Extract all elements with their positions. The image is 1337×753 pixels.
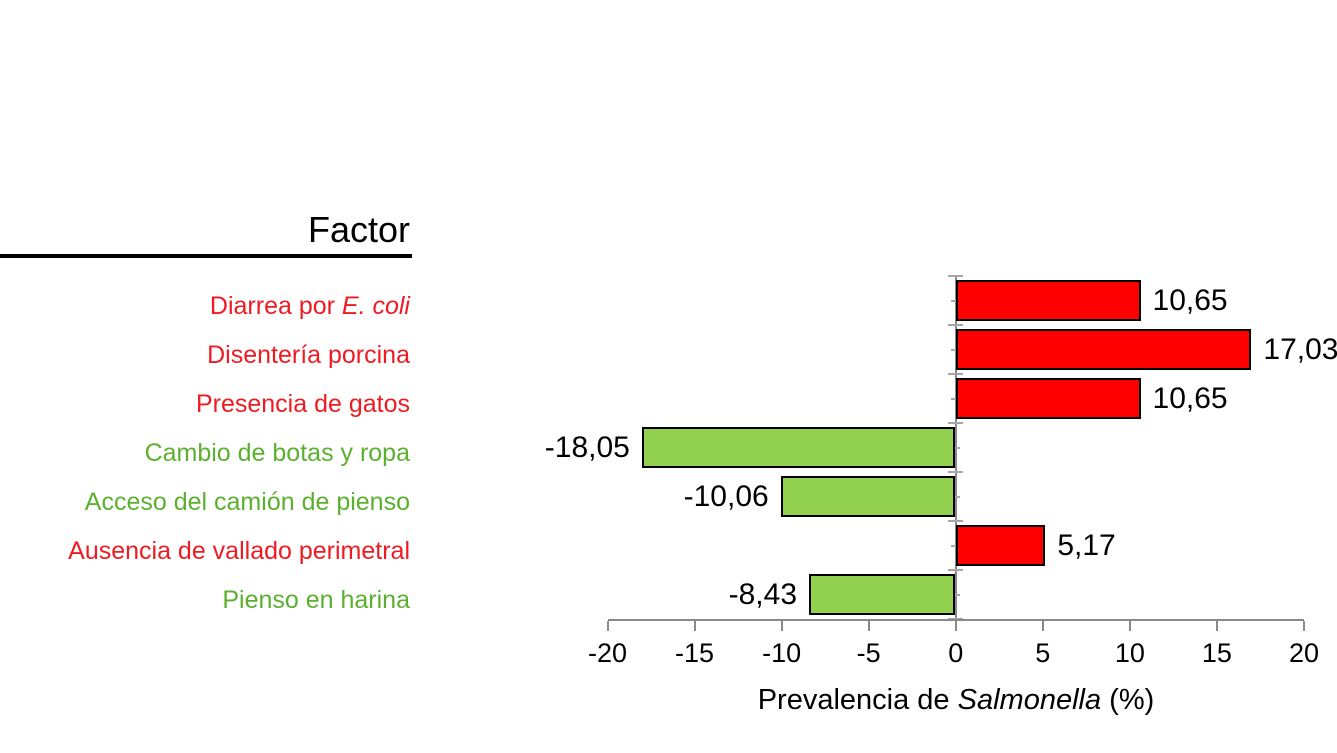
category-label-1: Diarrea por E. coli [209,292,410,320]
x-axis-tick-label: 20 [1288,638,1320,668]
x-axis-title-post: (%) [1101,684,1155,716]
y-axis-tick [947,275,963,277]
bar-2 [955,329,1252,371]
x-axis-title: Prevalencia de Salmonella (%) [606,684,1306,717]
category-label-7: Pienso en harina [222,586,410,615]
x-axis-tick [1128,621,1131,631]
y-axis-tick [947,324,963,327]
x-axis-tick [780,621,783,631]
bar-value-label: 10,65 [1152,284,1228,318]
bar-value-label: 5,17 [1057,529,1116,563]
bar-5 [780,476,956,518]
x-axis-tick-label: -15 [675,638,715,668]
x-axis-tick-label: -20 [587,638,628,668]
category-label-2: Disentería porcina [207,341,410,370]
y-axis-tick [947,373,963,376]
y-axis-tick [947,569,963,572]
y-axis-minor-tick [950,544,960,547]
x-axis-title-pre: Prevalencia de [757,684,958,716]
category-label-6: Ausencia de vallado perimetral [68,537,410,566]
factor-header-underline [0,254,412,258]
x-axis-title-italic: Salmonella [957,684,1102,716]
bar-4 [641,427,956,469]
x-axis-tick [1041,621,1044,631]
factor-column-header: Factor [307,209,410,250]
category-label-5: Acceso del camión de pienso [84,488,410,517]
x-axis-tick-label: 0 [948,638,964,668]
y-axis-minor-tick [950,299,960,302]
bar-value-label: -10,06 [683,480,769,514]
bar-value-label: 10,65 [1152,382,1228,416]
y-axis-tick [947,520,963,523]
bar-value-label: 17,03 [1263,333,1337,367]
bar-value-label: -8,43 [728,578,798,612]
x-axis-tick [606,621,609,631]
x-axis-tick-label: -10 [762,638,802,668]
bar-3 [955,378,1141,420]
y-axis-minor-tick [950,397,960,400]
x-axis-tick [867,621,870,631]
x-axis-tick-label: 10 [1114,638,1145,668]
x-axis-tick [954,621,957,631]
x-axis-tick [1215,621,1218,631]
x-axis-tick [693,621,696,631]
bar-value-label: -18,05 [544,431,630,465]
y-axis-minor-tick [950,348,960,351]
y-axis-tick [947,471,963,474]
x-axis-tick-label: -5 [856,638,881,668]
bar-7 [809,574,956,616]
category-label-4: Cambio de botas y ropa [144,439,410,468]
x-axis-tick-label: 5 [1035,638,1051,668]
y-axis-tick [947,422,963,425]
category-label-3: Presencia de gatos [195,390,410,419]
x-axis-line [607,619,1304,621]
x-axis-tick [1303,621,1305,631]
x-axis-tick-label: 15 [1201,638,1232,668]
bar-6 [955,525,1046,567]
bar-1 [955,280,1141,322]
